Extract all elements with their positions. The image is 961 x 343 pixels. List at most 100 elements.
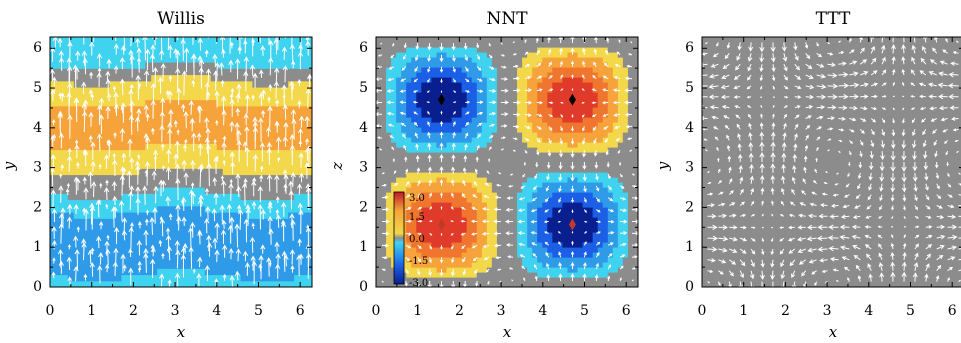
field-cell bbox=[471, 67, 478, 73]
vector-arrow bbox=[275, 214, 282, 228]
field-cell bbox=[246, 180, 254, 188]
field-cell bbox=[252, 74, 259, 82]
field-cell bbox=[264, 87, 271, 94]
field-cell bbox=[192, 180, 200, 188]
field-cell bbox=[50, 80, 57, 88]
field-cell bbox=[181, 130, 188, 138]
field-cell bbox=[592, 217, 599, 223]
field-cell bbox=[50, 237, 57, 244]
field-cell bbox=[376, 132, 382, 138]
field-cell bbox=[222, 249, 230, 257]
field-cell bbox=[542, 227, 548, 233]
field-cell bbox=[91, 168, 99, 176]
field-cell bbox=[441, 62, 448, 68]
field-cell bbox=[537, 37, 543, 43]
field-cell bbox=[222, 268, 230, 276]
field-cell bbox=[572, 272, 579, 278]
field-cell bbox=[381, 257, 387, 263]
field-cell bbox=[501, 162, 508, 168]
field-cell bbox=[300, 212, 307, 219]
field-cell bbox=[288, 62, 295, 69]
field-cell bbox=[572, 112, 579, 118]
field-cell bbox=[617, 57, 624, 63]
field-cell bbox=[386, 37, 392, 43]
field-cell bbox=[547, 197, 553, 203]
field-cell bbox=[572, 237, 579, 243]
field-cell bbox=[401, 87, 407, 93]
field-cell bbox=[537, 147, 543, 153]
field-cell bbox=[587, 37, 594, 43]
field-cell bbox=[416, 92, 422, 98]
field-cell bbox=[416, 252, 422, 258]
vector-arrow bbox=[221, 142, 227, 157]
field-cell bbox=[557, 77, 564, 83]
field-cell bbox=[228, 237, 236, 244]
field-cell bbox=[446, 107, 453, 113]
field-cell bbox=[496, 222, 503, 228]
field-cell bbox=[512, 212, 518, 218]
field-cell bbox=[597, 132, 604, 138]
field-cell bbox=[552, 132, 558, 138]
field-cell bbox=[282, 268, 289, 276]
field-cell bbox=[204, 168, 212, 176]
field-cell bbox=[451, 112, 458, 118]
field-cell bbox=[391, 87, 397, 93]
field-cell bbox=[436, 132, 443, 138]
field-cell bbox=[446, 252, 453, 258]
field-cell bbox=[431, 217, 438, 223]
field-cell bbox=[73, 243, 81, 251]
field-cell bbox=[139, 205, 146, 213]
field-cell bbox=[79, 124, 87, 132]
field-cell bbox=[246, 143, 254, 151]
field-cell bbox=[416, 127, 422, 133]
field-cell bbox=[421, 67, 427, 73]
field-cell bbox=[491, 262, 498, 268]
field-cell bbox=[441, 202, 448, 208]
field-cell bbox=[522, 227, 528, 233]
field-cell bbox=[486, 107, 493, 113]
vector-arrow bbox=[244, 262, 251, 276]
field-cell bbox=[79, 68, 87, 76]
field-cell bbox=[294, 49, 301, 57]
field-cell bbox=[97, 193, 105, 201]
vector-arrow bbox=[281, 201, 287, 217]
field-cell bbox=[139, 262, 146, 269]
field-cell bbox=[198, 205, 206, 213]
field-cell bbox=[55, 155, 63, 163]
field-cell bbox=[592, 247, 599, 253]
field-cell bbox=[216, 212, 224, 219]
field-cell bbox=[446, 157, 453, 163]
field-cell bbox=[391, 187, 397, 193]
field-cell bbox=[476, 217, 483, 223]
field-cell bbox=[486, 77, 493, 83]
field-cell bbox=[169, 243, 176, 251]
field-cell bbox=[461, 187, 468, 193]
field-cell bbox=[456, 272, 463, 278]
vector-arrow bbox=[259, 142, 265, 162]
vector-arrow bbox=[258, 254, 264, 280]
vector-arrow bbox=[128, 248, 133, 258]
field-cell bbox=[567, 207, 574, 213]
field-cell bbox=[522, 62, 528, 68]
field-cell bbox=[216, 87, 224, 94]
field-cell bbox=[406, 62, 412, 68]
field-cell bbox=[481, 222, 488, 228]
field-cell bbox=[121, 255, 128, 263]
field-cell bbox=[607, 222, 614, 228]
field-cell bbox=[97, 149, 105, 157]
field-cell bbox=[186, 274, 194, 282]
field-cell bbox=[476, 167, 483, 173]
field-cell bbox=[597, 277, 604, 283]
field-cell bbox=[496, 57, 503, 63]
field-cell bbox=[192, 130, 200, 138]
field-cell bbox=[79, 243, 87, 251]
field-cell bbox=[115, 274, 123, 282]
field-cell bbox=[151, 280, 158, 287]
field-cell bbox=[276, 218, 283, 226]
field-cell bbox=[486, 272, 493, 278]
field-cell bbox=[416, 202, 422, 208]
field-cell bbox=[386, 132, 392, 138]
field-cell bbox=[421, 82, 427, 88]
field-cell bbox=[222, 274, 230, 282]
field-cell bbox=[91, 143, 99, 151]
